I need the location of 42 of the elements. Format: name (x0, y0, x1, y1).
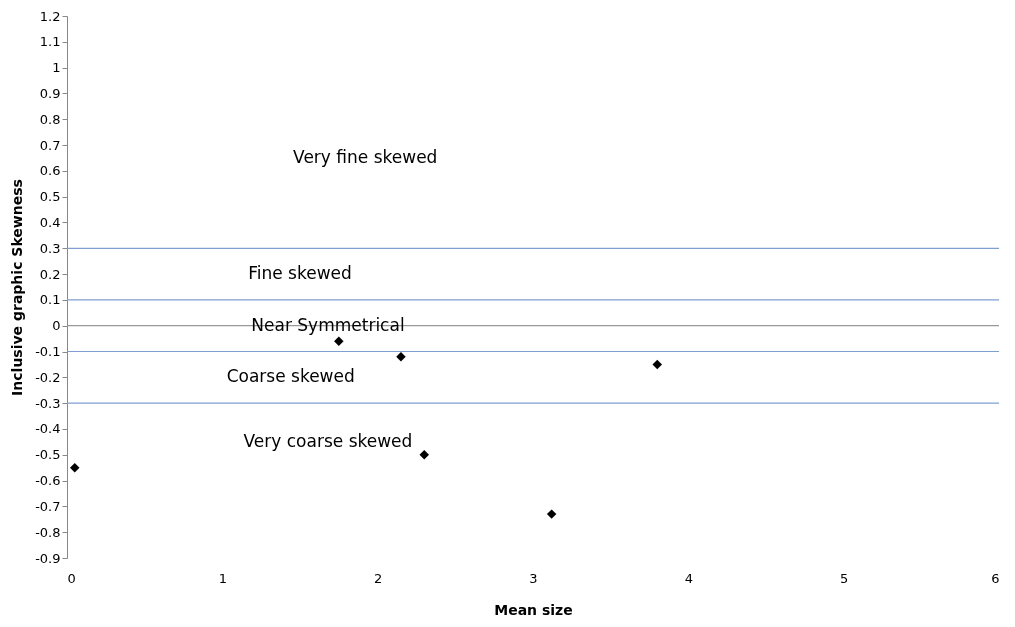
y-tick-label: 0.8 (39, 111, 61, 127)
x-axis-title: Mean size (494, 601, 573, 618)
annotation: Very coarse skewed (243, 430, 413, 451)
x-tick-label: 4 (684, 570, 693, 586)
annotation: Coarse skewed (226, 366, 355, 387)
y-tick-label: 0 (52, 318, 61, 334)
y-tick-label: -0.3 (35, 395, 61, 411)
x-tick-label: 1 (218, 570, 227, 586)
point (419, 450, 430, 460)
y-axis-title: Inclusive graphic Skewness (9, 179, 26, 396)
y-tick-label: 0.3 (39, 240, 61, 256)
x-tick-label: 6 (991, 570, 1000, 586)
point (652, 359, 663, 370)
x-tick-label: 3 (529, 570, 538, 586)
y-tick-label: -0.4 (35, 421, 61, 437)
y-tick-label: 0.2 (39, 266, 61, 282)
point (334, 336, 344, 346)
y-tick-label: 1.1 (39, 34, 61, 50)
y-tick-label: -0.6 (35, 473, 61, 489)
y-tick-label: -0.2 (35, 369, 61, 385)
annotation: Fine skewed (248, 263, 352, 284)
point (396, 351, 406, 362)
y-tick-label: 0.9 (39, 85, 61, 101)
y-tick-label: 0.5 (39, 189, 61, 205)
y-tick-label: 0.4 (39, 214, 61, 230)
y-tick-label: 1 (52, 60, 61, 76)
x-tick-label: 2 (374, 570, 383, 586)
y-tick-label: 0.1 (39, 292, 61, 308)
y-tick-label: -0.7 (35, 498, 61, 514)
y-tick-label: -0.5 (35, 447, 61, 463)
x-tick-label: 5 (840, 570, 849, 586)
x-tick-label: 0 (67, 570, 76, 586)
annotation: Very fine skewed (293, 146, 438, 167)
y-tick-label: -0.1 (35, 344, 61, 360)
y-tick-label: 0.7 (39, 137, 61, 153)
annotation: Near Symmetrical (251, 314, 405, 335)
y-tick-label: 0.6 (39, 163, 61, 179)
y-tick-label: -0.8 (35, 524, 61, 540)
point (70, 462, 80, 473)
y-tick-label: 1.2 (39, 8, 61, 24)
point (546, 509, 557, 519)
y-tick-label: -0.9 (35, 550, 61, 566)
